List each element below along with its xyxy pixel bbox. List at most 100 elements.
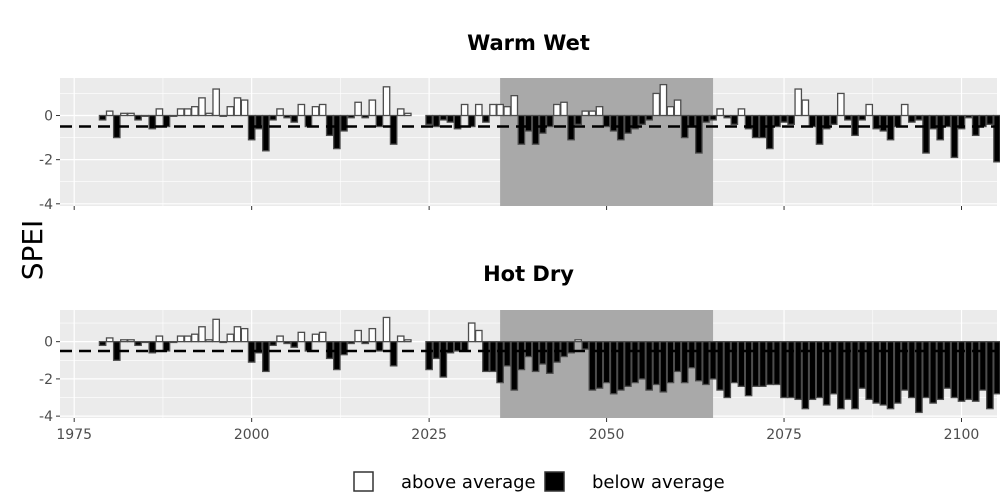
bar-2100 <box>957 341 966 402</box>
bar-2035 <box>496 103 504 117</box>
bar-2075 <box>780 341 788 399</box>
bar-2031 <box>467 322 476 343</box>
bar-2100 <box>957 114 966 130</box>
bar-1979 <box>98 114 107 121</box>
bar-1990 <box>176 108 185 117</box>
bar-2031 <box>467 114 476 128</box>
bar-2043 <box>553 103 561 117</box>
bar-2104 <box>986 341 994 410</box>
bar-2007 <box>297 103 306 117</box>
bar-2010 <box>318 103 327 117</box>
bar-2095 <box>922 341 930 399</box>
bar-2053 <box>624 341 632 387</box>
bar-2038 <box>517 341 526 371</box>
bar-1993 <box>198 326 206 343</box>
bar-2057 <box>652 341 661 386</box>
bar-2098 <box>943 114 952 128</box>
bar-1988 <box>162 341 171 352</box>
bar-2094 <box>915 114 923 121</box>
bar-2015 <box>354 101 362 117</box>
bar-2105 <box>993 114 1000 163</box>
bar-1983 <box>127 339 135 343</box>
bar-1995 <box>212 318 221 343</box>
bar-2091 <box>893 341 902 404</box>
y-tick-label: -4 <box>39 197 53 213</box>
series-historical <box>98 86 412 152</box>
bar-2102 <box>971 341 980 402</box>
bar-2074 <box>773 114 781 128</box>
bar-2098 <box>943 341 952 389</box>
bar-2037 <box>510 95 519 117</box>
bar-2078 <box>801 341 810 410</box>
bar-1984 <box>134 341 142 347</box>
bar-2092 <box>900 341 909 391</box>
series-historical <box>98 316 412 373</box>
bar-2055 <box>638 114 646 125</box>
bar-2097 <box>936 341 945 401</box>
panels: Warm Wet -4 -2 0 Hot Dry -4 -2 0 1975 2000 2025 205… <box>39 31 1000 443</box>
bar-2026 <box>432 341 441 360</box>
bar-2036 <box>503 106 512 117</box>
bar-1991 <box>183 108 192 117</box>
bar-2044 <box>560 341 568 358</box>
bar-1986 <box>148 341 157 354</box>
bar-1997 <box>226 106 235 117</box>
bar-2099 <box>950 341 959 399</box>
bar-2089 <box>879 341 888 406</box>
bar-2105 <box>993 341 1000 395</box>
bar-2039 <box>524 114 533 132</box>
legend-swatch <box>353 471 374 492</box>
legend: above average below average <box>353 471 725 493</box>
bar-2042 <box>545 114 554 128</box>
bar-2077 <box>794 341 803 401</box>
bar-1982 <box>120 339 128 343</box>
x-tick-label: 2000 <box>234 427 270 443</box>
legend-label: above average <box>401 472 536 493</box>
bar-2082 <box>829 341 838 395</box>
bar-2002 <box>262 341 270 373</box>
bar-1991 <box>183 335 192 343</box>
bar-2094 <box>915 341 923 414</box>
bar-1993 <box>198 97 206 117</box>
bar-2041 <box>538 114 547 134</box>
bar-1994 <box>205 339 213 343</box>
bar-2057 <box>652 92 661 117</box>
bar-2045 <box>567 341 575 354</box>
bar-2021 <box>396 108 405 117</box>
legend-swatch <box>544 471 565 492</box>
bar-2069 <box>737 108 746 117</box>
bar-2053 <box>624 114 632 134</box>
bar-1988 <box>162 114 171 128</box>
bar-2030 <box>460 341 469 352</box>
bar-2090 <box>886 341 895 410</box>
bar-2037 <box>510 341 519 391</box>
bar-1980 <box>105 337 114 343</box>
bar-2035 <box>496 341 504 384</box>
bar-2020 <box>389 114 398 145</box>
bar-2051 <box>609 114 618 132</box>
bar-2088 <box>872 341 881 404</box>
bar-2095 <box>922 114 930 154</box>
bar-1987 <box>155 108 164 117</box>
bar-2006 <box>290 341 299 348</box>
bar-2089 <box>879 114 888 132</box>
bar-1980 <box>105 110 114 117</box>
bar-2088 <box>872 114 881 130</box>
bar-2059 <box>666 341 675 384</box>
bar-2068 <box>730 114 739 125</box>
bar-2003 <box>269 114 277 121</box>
bar-2009 <box>311 333 320 343</box>
panel-title: Warm Wet <box>467 31 590 55</box>
bar-2046 <box>574 339 583 343</box>
bar-2025 <box>425 114 433 125</box>
bar-1987 <box>155 335 164 343</box>
bar-1985 <box>141 114 150 117</box>
bar-2083 <box>836 92 845 117</box>
bar-2073 <box>766 341 774 386</box>
bar-2067 <box>723 114 732 119</box>
bar-2072 <box>758 341 767 387</box>
bar-2006 <box>290 114 299 123</box>
y-tick-label: -2 <box>39 153 53 169</box>
bar-2010 <box>318 331 327 343</box>
